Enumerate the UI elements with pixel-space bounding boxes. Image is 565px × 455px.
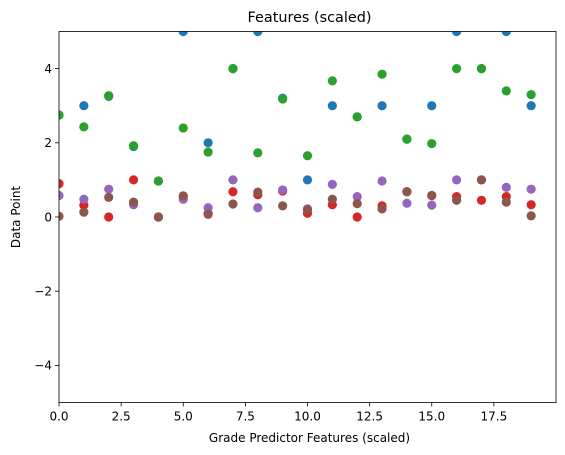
data-point-series-5 xyxy=(526,211,536,221)
data-point-series-4 xyxy=(104,184,114,194)
data-point-series-2 xyxy=(203,147,213,157)
x-tick-label: 7.5 xyxy=(236,410,255,424)
data-point-series-5 xyxy=(402,187,412,197)
data-point-series-5 xyxy=(104,192,114,202)
data-point-series-4 xyxy=(59,190,64,201)
data-point-series-2 xyxy=(153,176,163,186)
data-point-series-1 xyxy=(302,175,313,185)
y-tick-label: 0 xyxy=(44,210,52,224)
data-point-series-3 xyxy=(352,212,362,222)
data-point-series-5 xyxy=(278,201,288,211)
data-point-series-1 xyxy=(253,31,263,37)
data-point-series-4 xyxy=(377,176,387,186)
data-point-series-2 xyxy=(501,86,511,96)
data-point-series-4 xyxy=(402,198,412,208)
data-point-series-3 xyxy=(104,212,114,222)
data-point-series-4 xyxy=(327,179,337,189)
data-point-series-4 xyxy=(526,184,536,194)
data-point-series-2 xyxy=(128,141,139,151)
data-point-series-1 xyxy=(79,101,89,111)
data-point-series-4 xyxy=(352,191,362,202)
data-point-series-2 xyxy=(59,110,64,120)
data-point-series-5 xyxy=(203,209,213,220)
data-point-series-1 xyxy=(178,31,188,37)
data-point-series-2 xyxy=(278,94,288,104)
data-point-series-4 xyxy=(278,185,288,195)
data-point-series-2 xyxy=(427,138,437,149)
data-point-series-1 xyxy=(501,31,511,37)
data-point-series-3 xyxy=(128,175,139,185)
data-point-series-2 xyxy=(526,89,536,100)
data-point-series-4 xyxy=(228,175,238,185)
data-point-series-2 xyxy=(302,151,313,161)
x-axis-label: Grade Predictor Features (scaled) xyxy=(209,431,410,445)
data-point-series-1 xyxy=(377,101,387,111)
y-tick-label: −2 xyxy=(34,285,52,299)
data-point-series-5 xyxy=(79,207,89,217)
data-point-series-4 xyxy=(79,194,89,204)
chart-title: Features (scaled) xyxy=(248,10,372,26)
axis-ticks: 0.0 2.5 5.0 7.5 10.0 12.5 15.0 17.5 −4 −2 0 2 4 xyxy=(34,62,507,424)
data-point-series-2 xyxy=(452,64,462,74)
data-point-series-2 xyxy=(228,64,238,74)
x-tick-label: 2.5 xyxy=(112,410,131,424)
data-point-series-2 xyxy=(104,91,114,101)
data-point-series-2 xyxy=(352,112,362,122)
data-point-series-5 xyxy=(228,199,238,209)
data-points xyxy=(59,31,536,222)
data-point-series-5 xyxy=(377,204,387,214)
y-tick-label: −4 xyxy=(34,359,52,373)
data-point-series-5 xyxy=(352,199,362,209)
plot-frame xyxy=(58,31,557,403)
data-point-series-2 xyxy=(253,148,263,158)
data-point-series-5 xyxy=(302,204,313,215)
y-tick-label: 2 xyxy=(44,136,52,150)
data-point-series-5 xyxy=(128,197,139,207)
x-tick-label: 15.0 xyxy=(418,410,445,424)
x-tick-label: 17.5 xyxy=(481,410,508,424)
data-point-series-5 xyxy=(178,191,188,201)
data-point-series-2 xyxy=(79,122,89,132)
data-point-series-4 xyxy=(253,203,263,213)
data-point-series-3 xyxy=(59,179,64,189)
x-tick-label: 12.5 xyxy=(356,410,383,424)
data-point-series-5 xyxy=(59,211,64,221)
data-point-series-4 xyxy=(203,203,213,213)
data-point-series-2 xyxy=(377,69,387,79)
data-point-series-2 xyxy=(178,123,188,133)
data-point-series-4 xyxy=(452,175,462,185)
data-point-series-2 xyxy=(327,76,337,86)
x-tick-label: 5.0 xyxy=(174,410,193,424)
data-point-series-1 xyxy=(526,101,536,111)
data-point-series-2 xyxy=(476,64,487,74)
data-point-series-2 xyxy=(402,134,412,144)
data-point-series-4 xyxy=(427,200,437,210)
data-point-series-5 xyxy=(501,197,511,207)
data-point-series-1 xyxy=(452,31,462,37)
data-point-series-1 xyxy=(203,138,213,148)
data-point-series-3 xyxy=(228,187,238,197)
x-tick-label: 0.0 xyxy=(49,410,68,424)
data-point-series-5 xyxy=(327,194,337,204)
data-point-series-3 xyxy=(526,200,536,210)
data-point-series-3 xyxy=(476,195,487,205)
data-point-series-1 xyxy=(427,101,437,111)
y-tick-label: 4 xyxy=(44,62,52,76)
x-tick-label: 10.0 xyxy=(294,410,321,424)
data-point-series-4 xyxy=(501,182,511,192)
data-point-series-5 xyxy=(452,195,462,205)
data-point-series-5 xyxy=(153,212,163,222)
y-axis-label: Data Point xyxy=(9,186,23,249)
data-point-series-5 xyxy=(253,187,263,197)
data-point-series-1 xyxy=(327,101,337,111)
data-point-series-5 xyxy=(427,190,437,201)
data-point-series-5 xyxy=(476,175,487,185)
